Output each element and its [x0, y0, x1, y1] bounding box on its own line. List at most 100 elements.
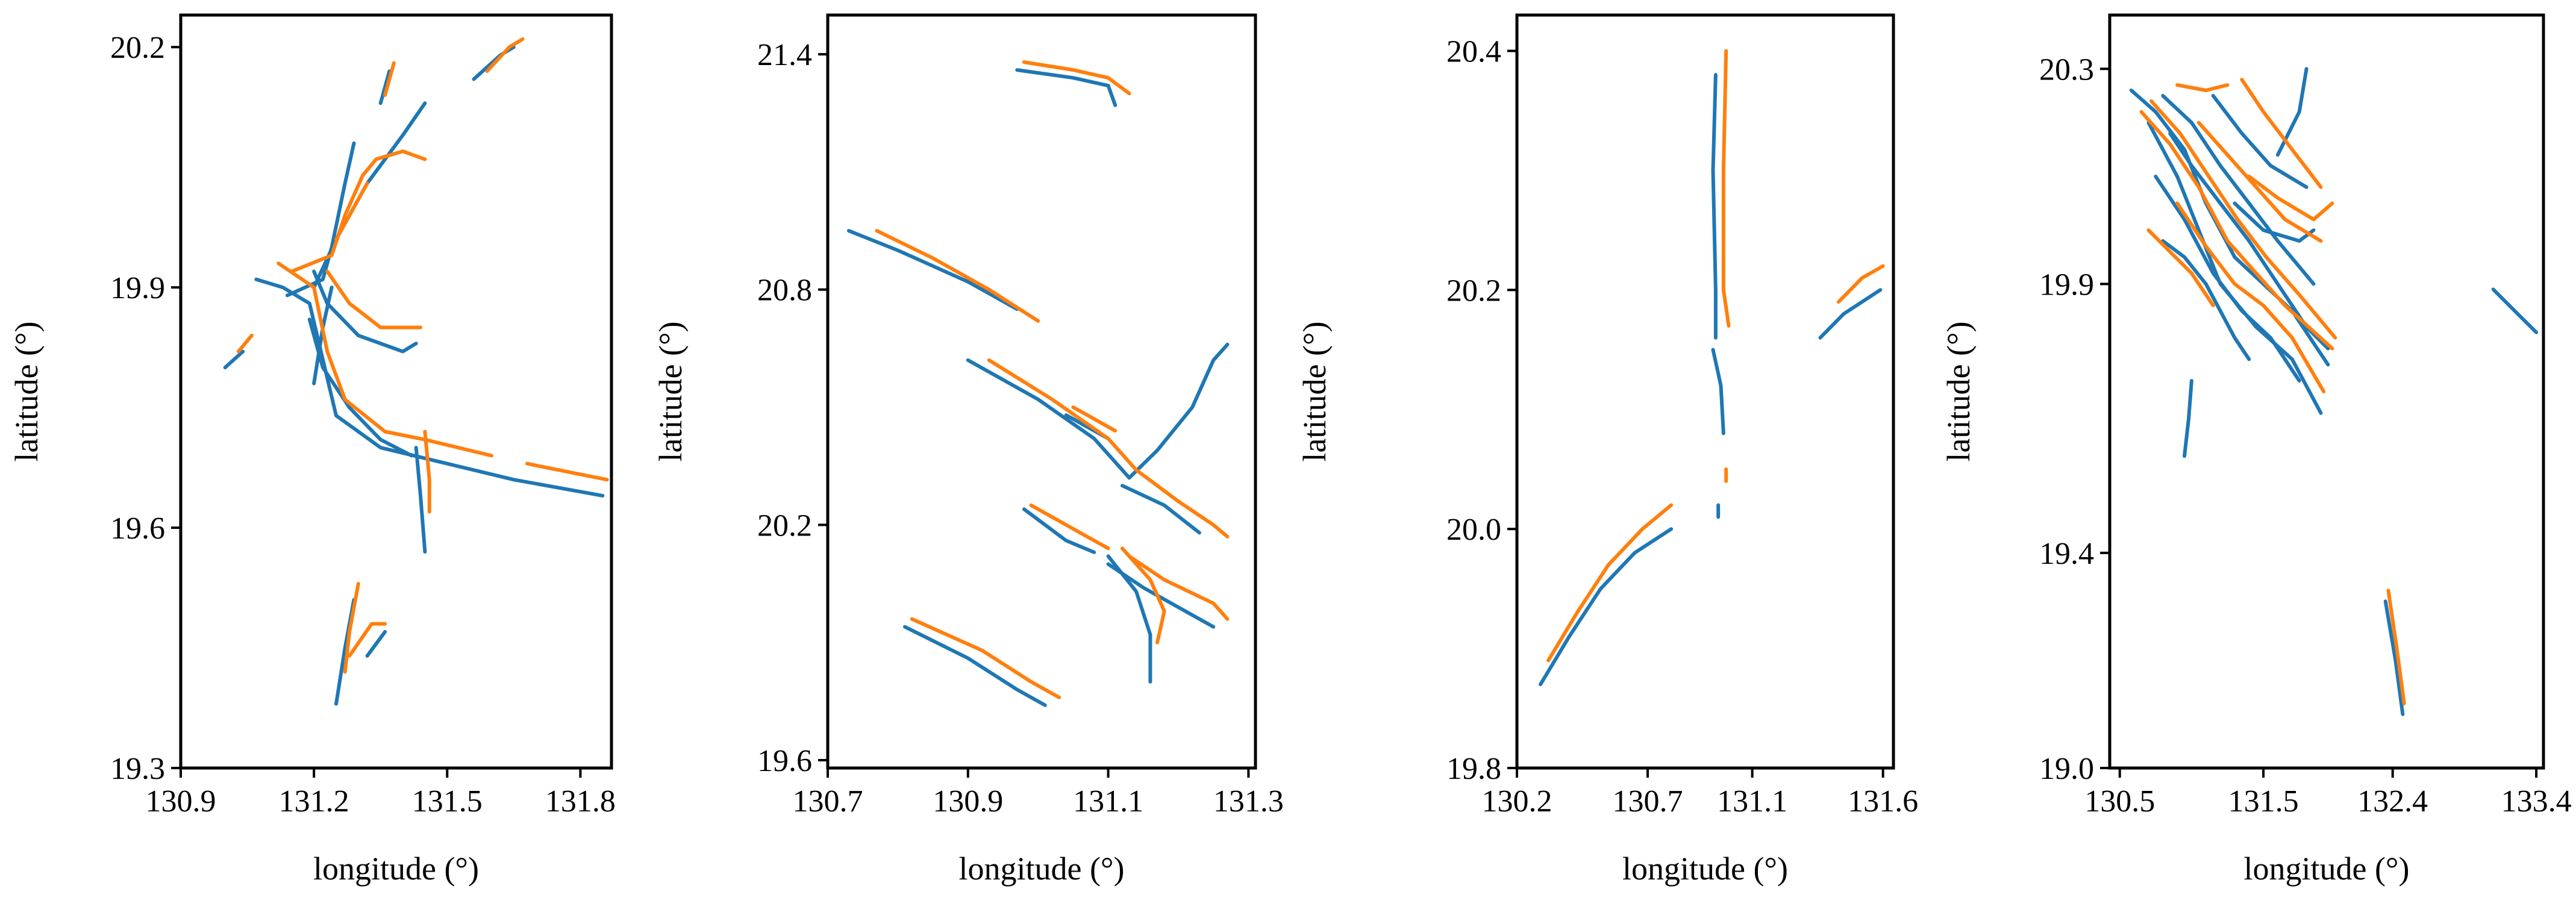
track-series-a-10 — [1015, 68, 1118, 107]
track-series-b-9 — [485, 37, 525, 73]
y-tick-label: 20.2 — [1446, 273, 1501, 308]
track-series-a-8 — [2275, 67, 2309, 157]
track-series-a-7 — [414, 446, 427, 554]
track-series-b-9 — [2386, 589, 2406, 705]
track-series-b-1 — [875, 229, 1040, 323]
track-series-a-2 — [2146, 120, 2323, 415]
track-series-a-2 — [1711, 73, 1718, 340]
plot-frame — [2108, 13, 2545, 770]
track-series-a-5 — [312, 269, 418, 354]
plot-frame — [1515, 13, 1895, 770]
track-series-b-5 — [2247, 174, 2334, 222]
x-tick-label: 131.3 — [1213, 784, 1284, 819]
track-series-b-8 — [1127, 554, 1230, 621]
track-series-b-10 — [383, 61, 396, 97]
x-axis-label: longitude (°) — [2243, 851, 2409, 887]
track-series-b-1 — [2139, 110, 2334, 351]
track-series-b-2 — [2149, 99, 2337, 340]
track-series-a-1 — [846, 229, 1019, 311]
track-series-a-5 — [1120, 484, 1201, 535]
track-series-b-8 — [2146, 228, 2215, 308]
y-tick-label: 20.4 — [1446, 35, 1501, 69]
track-series-b-7 — [910, 617, 1061, 699]
y-tick-label: 19.3 — [110, 752, 165, 786]
y-tick-label: 19.6 — [110, 511, 165, 546]
y-tick-label: 20.2 — [110, 31, 165, 65]
x-tick-label: 131.5 — [412, 784, 483, 819]
x-tick-label: 131.2 — [279, 784, 349, 819]
x-tick-label: 132.4 — [2357, 784, 2428, 819]
track-series-b-4 — [2196, 120, 2323, 243]
x-tick-label: 131.6 — [1848, 784, 1918, 819]
track-series-a-1 — [223, 349, 245, 370]
track-series-b-2 — [1721, 49, 1731, 328]
y-tick-label: 20.8 — [757, 273, 812, 308]
series-series-a — [2129, 67, 2539, 716]
track-series-a-5 — [2161, 93, 2316, 286]
track-series-b-11 — [334, 181, 369, 242]
x-tick-label: 130.7 — [1613, 784, 1683, 819]
series-series-a — [846, 68, 1230, 707]
track-series-b-4 — [525, 461, 609, 482]
y-tick-label: 21.4 — [757, 38, 812, 72]
x-tick-label: 131.1 — [1073, 784, 1143, 819]
y-tick-label: 19.6 — [757, 744, 812, 778]
chart-panel-4: 130.5 131.5 132.4 133.4 19.0 19.4 19.9 20.3 long… — [1940, 13, 2572, 887]
track-series-b-3 — [1071, 405, 1118, 433]
track-series-a-4 — [1127, 342, 1230, 480]
y-tick-label: 20.2 — [757, 508, 812, 543]
chart-panel-1: 130.9 131.2 131.5 131.8 19.3 19.6 19.9 20.2 long… — [8, 13, 616, 887]
track-series-a-3 — [1711, 348, 1725, 436]
x-tick-label: 131.1 — [1717, 784, 1787, 819]
chart-panel-3: 130.2 130.7 131.1 131.6 19.8 20.0 20.2 20.4 long… — [1296, 13, 1918, 887]
x-tick-label: 130.9 — [146, 784, 216, 819]
y-tick-label: 19.4 — [2039, 537, 2094, 571]
series-series-a — [223, 45, 605, 706]
track-series-b-6 — [2240, 78, 2323, 189]
track-series-b-7 — [343, 582, 360, 674]
track-series-b-4 — [1134, 468, 1230, 539]
track-series-a-9 — [365, 629, 387, 658]
series-series-b — [1546, 49, 1885, 663]
track-series-a-9 — [2161, 239, 2251, 361]
x-tick-label: 133.4 — [2501, 784, 2572, 819]
y-tick-label: 19.9 — [2039, 267, 2094, 302]
track-series-a-6 — [1022, 507, 1096, 554]
y-axis-label: latitude (°) — [8, 321, 45, 461]
x-tick-label: 130.5 — [2084, 784, 2155, 819]
track-series-a-9 — [1106, 562, 1216, 629]
track-series-a-10 — [2183, 379, 2193, 458]
x-axis-label: longitude (°) — [958, 851, 1124, 887]
plot-frame — [179, 13, 613, 770]
track-series-b-2 — [987, 358, 1139, 472]
track-series-a-2 — [966, 358, 1131, 480]
track-series-a-4 — [312, 101, 427, 290]
track-series-a-3 — [254, 277, 605, 498]
y-tick-label: 20.3 — [2039, 52, 2094, 87]
track-series-a-3 — [2154, 174, 2301, 383]
track-series-a-1 — [1539, 527, 1674, 687]
track-series-b-1 — [1546, 503, 1674, 663]
track-series-b-2 — [290, 149, 427, 273]
plot-frame — [826, 13, 1257, 770]
y-tick-label: 20.0 — [1446, 513, 1501, 547]
x-tick-label: 130.7 — [793, 784, 863, 819]
track-series-a-6 — [2211, 93, 2309, 189]
track-series-a-7 — [2233, 201, 2316, 243]
track-series-b-6 — [1120, 546, 1166, 645]
track-series-b-5 — [325, 269, 422, 329]
track-series-b-7 — [2175, 83, 2230, 92]
x-tick-label: 130.2 — [1482, 784, 1552, 819]
chart-panel-2: 130.7 130.9 131.1 131.3 19.6 20.2 20.8 21.4 long… — [652, 13, 1284, 887]
track-series-b-5 — [1029, 503, 1110, 551]
y-axis-label: latitude (°) — [1296, 321, 1333, 461]
track-series-a-11 — [378, 69, 392, 105]
series-series-b — [875, 60, 1230, 699]
series-series-a — [1539, 73, 1883, 687]
track-series-a-12 — [2491, 287, 2539, 334]
track-series-b-1 — [236, 333, 254, 354]
x-tick-label: 131.8 — [545, 784, 616, 819]
x-axis-label: longitude (°) — [313, 851, 479, 887]
x-tick-label: 130.9 — [933, 784, 1003, 819]
